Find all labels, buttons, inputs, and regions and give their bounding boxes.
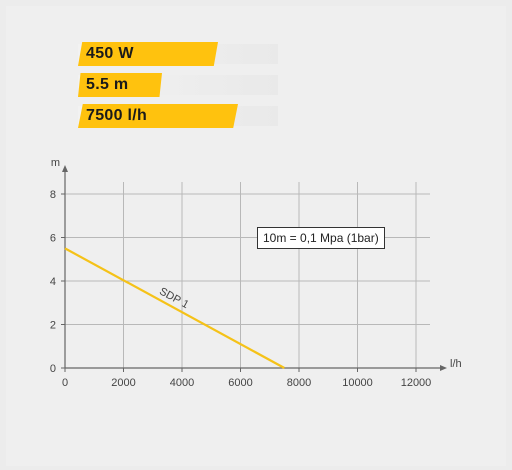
spec-power-label: 450 W: [86, 45, 134, 62]
y-tick-label: 6: [50, 233, 56, 245]
x-tick-label: 12000: [401, 377, 432, 389]
y-axis-label: m: [51, 157, 60, 169]
pressure-note: 10m = 0,1 Mpa (1bar): [257, 227, 385, 249]
series-line-sdp1: [64, 247, 285, 369]
spec-fill: [78, 42, 218, 66]
x-axis-label: l/h: [450, 358, 462, 370]
spec-bars: 450 W 5.5 m 7500 l/h: [78, 42, 278, 135]
x-tick-label: 0: [62, 377, 68, 389]
x-tick-label: 6000: [228, 377, 252, 389]
spec-power: 450 W: [78, 42, 278, 66]
spec-head-label: 5.5 m: [86, 76, 129, 93]
y-tick-label: 2: [50, 320, 56, 332]
x-axis-arrow: [440, 365, 447, 371]
y-tick-label: 0: [50, 363, 56, 375]
chart-grid: [65, 182, 430, 368]
y-axis-arrow: [62, 165, 68, 172]
spec-flow: 7500 l/h: [78, 104, 278, 128]
x-tick-label: 8000: [287, 377, 311, 389]
chart-ticks: 0 2000 4000 6000 8000 10000 12000 0 2 4 6 8: [50, 189, 431, 389]
x-tick-label: 2000: [111, 377, 135, 389]
x-tick-label: 10000: [342, 377, 373, 389]
x-tick-label: 4000: [170, 377, 194, 389]
spec-fill: [78, 104, 238, 128]
spec-head: 5.5 m: [78, 73, 278, 97]
chart-axes: [62, 165, 447, 371]
spec-flow-label: 7500 l/h: [86, 107, 148, 124]
y-tick-label: 8: [50, 189, 56, 201]
y-tick-label: 4: [50, 276, 56, 288]
spec-fill: [78, 73, 162, 97]
chart-series: SDP 1: [64, 247, 285, 369]
